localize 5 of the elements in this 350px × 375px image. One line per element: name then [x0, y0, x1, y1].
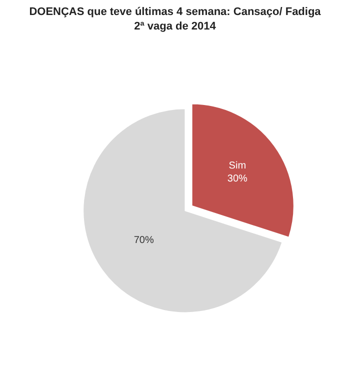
slice-label: Sim	[228, 160, 246, 172]
data-label: 30%	[227, 174, 248, 185]
chart-title: DOENÇAS que teve últimas 4 semana: Cansaço/ Fadiga	[29, 6, 322, 18]
data-label: 70%	[134, 235, 154, 246]
chart-subtitle: 2ª vaga de 2014	[134, 20, 217, 32]
